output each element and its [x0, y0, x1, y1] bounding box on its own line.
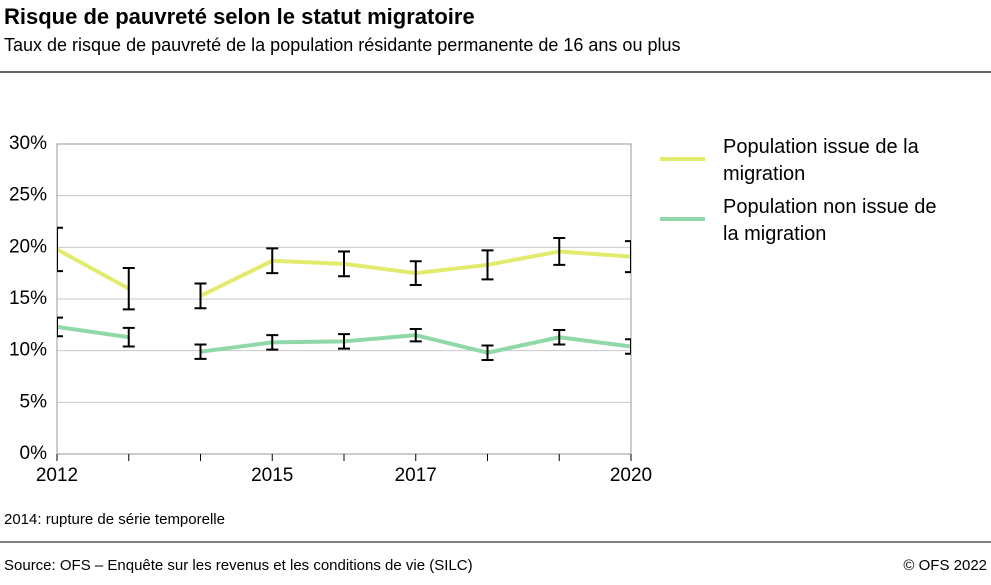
error-bar	[122, 326, 135, 348]
legend-label: Population non issue de la migration	[723, 196, 937, 245]
series-line	[57, 247, 130, 291]
y-tick-label: 0%	[20, 443, 48, 464]
error-bar	[338, 333, 350, 350]
x-tick-label: 2012	[36, 465, 78, 486]
error-bar	[194, 282, 207, 310]
y-tick-label: 10%	[9, 340, 47, 361]
chart-subtitle: Taux de risque de pauvreté de la populat…	[4, 35, 680, 55]
error-bar	[481, 344, 494, 361]
legend-label: Population issue de la migration	[723, 136, 920, 185]
copyright: © OFS 2022	[903, 557, 987, 574]
error-bar	[409, 327, 422, 343]
x-tick-label: 2017	[395, 465, 437, 486]
plot-area	[57, 226, 631, 361]
error-bar	[57, 316, 63, 338]
chart-title: Risque de pauvreté selon le statut migra…	[4, 4, 475, 29]
error-bar	[409, 260, 422, 287]
error-bar	[553, 329, 566, 346]
y-tick-label: 25%	[9, 185, 47, 206]
error-bar	[194, 343, 207, 360]
x-tick-label: 2020	[610, 465, 652, 486]
error-bar	[553, 237, 566, 266]
error-bar	[122, 267, 135, 311]
note: 2014: rupture de série temporelle	[4, 511, 225, 528]
series-line	[57, 324, 130, 340]
error-bar	[266, 247, 279, 275]
error-bar	[481, 249, 494, 281]
y-tick-label: 15%	[9, 288, 47, 309]
source: Source: OFS – Enquête sur les revenus et…	[4, 557, 473, 574]
error-bar	[625, 338, 631, 355]
y-tick-label: 20%	[9, 236, 47, 257]
error-bar	[338, 250, 350, 278]
error-bar	[57, 226, 63, 273]
error-bar	[266, 334, 279, 351]
x-tick-label: 2015	[251, 465, 293, 486]
y-tick-label: 5%	[20, 391, 48, 412]
error-bar	[625, 240, 631, 274]
y-tick-label: 30%	[9, 133, 47, 154]
